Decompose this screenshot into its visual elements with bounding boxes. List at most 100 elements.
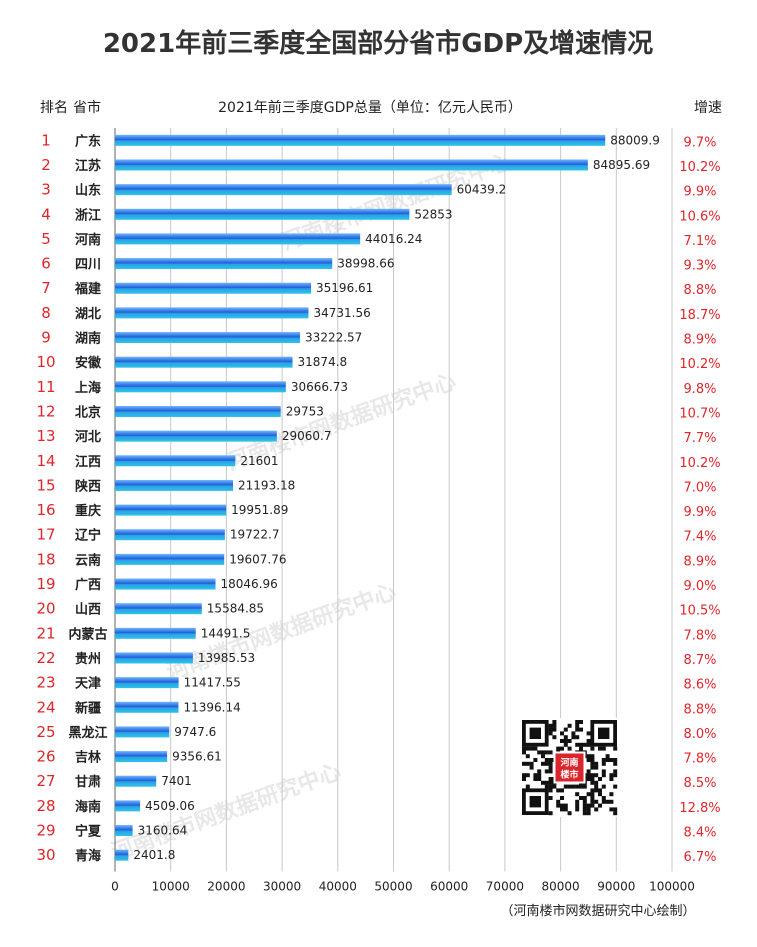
growth-label: 8.4%	[683, 826, 716, 841]
qr-module	[541, 761, 545, 766]
rank-label: 27	[36, 772, 55, 790]
bar	[115, 430, 277, 442]
bar	[115, 800, 141, 812]
qr-module	[525, 784, 530, 789]
qr-module	[560, 746, 564, 751]
chart-title: 2021年前三季度全国部分省市GDP及增速情况	[103, 28, 653, 59]
header-value: 2021年前三季度GDP总量（单位：亿元人民币）	[218, 99, 522, 116]
qr-module	[590, 788, 595, 793]
rank-label: 25	[36, 723, 55, 741]
qr-module	[594, 788, 599, 793]
qr-module	[575, 803, 580, 808]
x-tick-label: 90000	[597, 880, 635, 894]
growth-label: 8.5%	[683, 776, 716, 791]
qr-module	[563, 735, 568, 740]
qr-module	[579, 720, 583, 724]
bar	[115, 677, 179, 689]
qr-module	[582, 742, 587, 747]
growth-label: 9.8%	[683, 382, 716, 397]
qr-module	[548, 750, 553, 755]
qr-module	[609, 773, 614, 778]
growth-label: 10.6%	[679, 209, 720, 224]
qr-module	[571, 731, 576, 736]
qr-module	[537, 750, 542, 755]
qr-module	[533, 758, 538, 762]
province-label: 重庆	[75, 503, 101, 519]
bar-value-label: 4509.06	[145, 799, 195, 813]
bar	[115, 849, 129, 861]
growth-label: 12.8%	[679, 801, 720, 816]
bar	[115, 455, 236, 467]
bar-value-label: 52853	[414, 207, 452, 221]
qr-module	[522, 773, 526, 778]
bar-value-label: 14491.5	[201, 626, 251, 640]
bar	[115, 134, 606, 146]
qr-module	[563, 739, 568, 743]
province-label: 河北	[75, 429, 101, 445]
bar	[115, 184, 452, 196]
province-label: 北京	[75, 404, 101, 420]
qr-module	[525, 746, 530, 751]
qr-module	[529, 746, 534, 751]
bar	[115, 775, 157, 787]
qr-module	[601, 796, 606, 800]
qr-module	[601, 784, 606, 789]
bar	[115, 381, 286, 393]
qr-module	[544, 780, 549, 785]
header-growth: 增速	[694, 100, 722, 116]
qr-module	[575, 742, 580, 747]
qr-module	[548, 796, 553, 800]
rank-label: 22	[36, 649, 55, 667]
qr-module	[579, 746, 583, 751]
qr-module	[556, 788, 561, 793]
growth-label: 8.0%	[683, 727, 716, 742]
qr-module	[579, 784, 583, 789]
rank-label: 20	[36, 600, 55, 618]
qr-code: 河南楼市	[520, 718, 619, 817]
bar-value-label: 21193.18	[238, 478, 295, 492]
province-label: 陕西	[75, 478, 101, 494]
qr-module	[560, 739, 564, 743]
qr-module	[575, 799, 580, 804]
qr-module	[575, 807, 580, 812]
province-label: 四川	[75, 258, 101, 273]
x-tick-label: 30000	[263, 880, 301, 894]
province-label: 新疆	[75, 700, 101, 716]
rank-label: 11	[36, 378, 55, 396]
qr-module	[525, 773, 530, 778]
qr-module	[590, 758, 595, 762]
bar	[115, 578, 216, 590]
growth-label: 10.2%	[679, 160, 720, 175]
qr-module	[609, 758, 614, 762]
qr-module	[582, 784, 587, 789]
qr-logo-text-top: 河南	[560, 757, 578, 769]
qr-module	[598, 777, 602, 781]
rank-label: 28	[36, 797, 55, 815]
x-tick-label: 60000	[430, 880, 468, 894]
qr-module	[560, 731, 564, 736]
rank-label: 9	[41, 329, 51, 347]
growth-label: 8.8%	[683, 283, 716, 298]
qr-module	[575, 784, 580, 789]
qr-module	[590, 792, 595, 797]
growth-label: 10.5%	[679, 604, 720, 619]
province-label: 湖南	[75, 331, 101, 347]
qr-module	[560, 803, 564, 808]
growth-label: 8.8%	[683, 702, 716, 717]
province-label: 云南	[75, 552, 101, 568]
qr-module	[613, 758, 618, 762]
qr-module	[567, 811, 572, 816]
province-label: 海南	[75, 799, 101, 815]
bar-value-label: 29753	[286, 404, 324, 418]
bar-value-label: 3160.64	[138, 824, 188, 838]
rank-label: 3	[41, 181, 51, 199]
qr-module	[586, 754, 591, 759]
qr-module	[594, 799, 599, 804]
bar-value-label: 19607.76	[229, 552, 286, 566]
qr-module	[563, 727, 568, 732]
growth-label: 6.7%	[683, 850, 716, 865]
qr-module	[571, 784, 576, 789]
bar-value-label: 44016.24	[365, 232, 422, 246]
qr-module	[613, 784, 618, 789]
